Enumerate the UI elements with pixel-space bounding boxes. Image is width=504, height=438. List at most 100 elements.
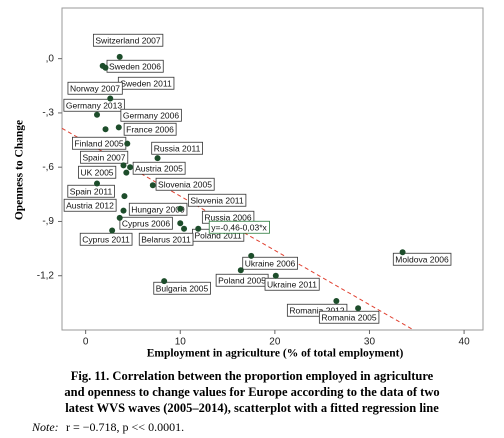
point-label: Poland 2005	[218, 275, 266, 285]
point-label-box	[123, 122, 177, 136]
point	[333, 298, 340, 305]
point-label: Hungary 2009	[131, 204, 185, 214]
point-label: Switzerland 2007	[95, 35, 160, 45]
fit-label-box	[208, 220, 270, 234]
point-label: Ukraine 2006	[245, 258, 296, 268]
point-label: Poland 2011	[194, 230, 241, 240]
point	[120, 207, 127, 214]
point-label: Bulgaria 2005	[156, 283, 209, 293]
point-label-box	[318, 310, 380, 324]
point-label: Romania 2012	[289, 305, 345, 315]
point	[109, 227, 116, 234]
point-label: Germany 2013	[66, 100, 122, 110]
point-label-box	[132, 161, 186, 175]
point	[120, 162, 127, 169]
x-tick-label: 20	[269, 337, 281, 348]
point-label: Moldova 2006	[395, 254, 449, 264]
x-tick-label: 30	[364, 337, 376, 348]
point-label: Germany 2006	[123, 110, 179, 120]
point-label: Austria 2005	[135, 163, 183, 173]
y-tick-label: -,9	[42, 216, 54, 227]
point	[177, 220, 184, 227]
point	[195, 225, 202, 232]
point	[102, 126, 109, 133]
point-label-box	[392, 252, 452, 266]
fit-label: y=-0,46-0,03*x	[211, 222, 267, 232]
point	[127, 164, 134, 171]
point-label: Norway 2007	[70, 83, 120, 93]
point	[123, 169, 130, 176]
point-label: Romania 2005	[321, 312, 377, 322]
y-tick-label: -,6	[42, 162, 54, 173]
y-tick-label: ,0	[46, 53, 55, 64]
point-label: France 2006	[126, 124, 174, 134]
point-label-box	[151, 141, 203, 155]
point	[116, 53, 123, 60]
x-tick-label: 10	[175, 337, 187, 348]
point-label-box	[79, 232, 133, 246]
point-label-box	[63, 198, 117, 212]
point	[248, 252, 255, 259]
point-label: Belarus 2011	[141, 234, 191, 244]
point-label-box	[153, 281, 211, 295]
point	[124, 140, 131, 147]
point-label: Spain 2011	[70, 186, 113, 196]
point	[94, 180, 101, 187]
point-label-box	[63, 98, 125, 112]
point	[149, 182, 156, 189]
point	[399, 249, 406, 256]
y-tick-label: -1,2	[37, 270, 55, 281]
caption-line: latest WVS waves (2005–2014), scatterplo…	[65, 401, 439, 415]
point-label-box	[119, 216, 173, 230]
point	[355, 305, 362, 312]
point-label-box	[138, 232, 194, 246]
point	[102, 64, 109, 71]
caption-line: and openness to change values for Europe…	[64, 385, 439, 399]
point-label: Ukraine 2011	[267, 279, 317, 289]
point	[107, 95, 114, 102]
point	[177, 205, 184, 212]
point-label: Russia 2011	[154, 143, 201, 153]
point-label: Slovenia 2011	[190, 195, 244, 205]
y-tick-label: -,3	[42, 108, 54, 119]
point-label-box	[155, 177, 215, 191]
point	[181, 225, 188, 232]
point-label: Spain 2007	[82, 152, 125, 162]
point	[121, 193, 128, 200]
point-label: Finland 2005	[74, 138, 123, 148]
point-label-box	[264, 277, 320, 291]
caption-line: Fig. 11. Correlation between the proport…	[71, 369, 434, 383]
point-label: UK 2005	[80, 167, 113, 177]
point-label: Sweden 2006	[109, 61, 161, 71]
note-text: r = −0.718, p << 0.0001.	[66, 420, 184, 434]
point-label-box	[80, 150, 129, 164]
point-label-box	[187, 193, 247, 207]
point	[115, 124, 122, 131]
point	[154, 155, 161, 162]
point	[116, 214, 123, 221]
point-label: Cyprus 2006	[122, 218, 170, 228]
point-label-box	[128, 202, 188, 216]
point-label-box	[242, 256, 298, 270]
x-tick-label: 40	[459, 337, 471, 348]
note-label: Note:	[31, 420, 59, 434]
point	[161, 278, 168, 285]
point-label: Austria 2012	[66, 200, 114, 210]
point-label-box	[67, 184, 115, 198]
point	[272, 272, 279, 279]
fit-line	[61, 127, 414, 331]
point-label-box	[78, 165, 117, 179]
y-axis-title: Openness to Change	[14, 120, 26, 220]
point-label-box	[120, 108, 182, 122]
point-label: Slovenia 2005	[158, 179, 212, 189]
point	[237, 267, 244, 274]
x-axis-title: Employment in agriculture (% of total em…	[147, 348, 404, 360]
x-tick-label: 0	[83, 337, 89, 348]
point-label: Cyprus 2011	[82, 234, 130, 244]
point-label: Russia 2006	[204, 212, 252, 222]
point	[94, 111, 101, 118]
point-label-box	[92, 33, 164, 47]
point-label-box	[67, 81, 123, 95]
point-label: Sweden 2011	[120, 78, 172, 88]
